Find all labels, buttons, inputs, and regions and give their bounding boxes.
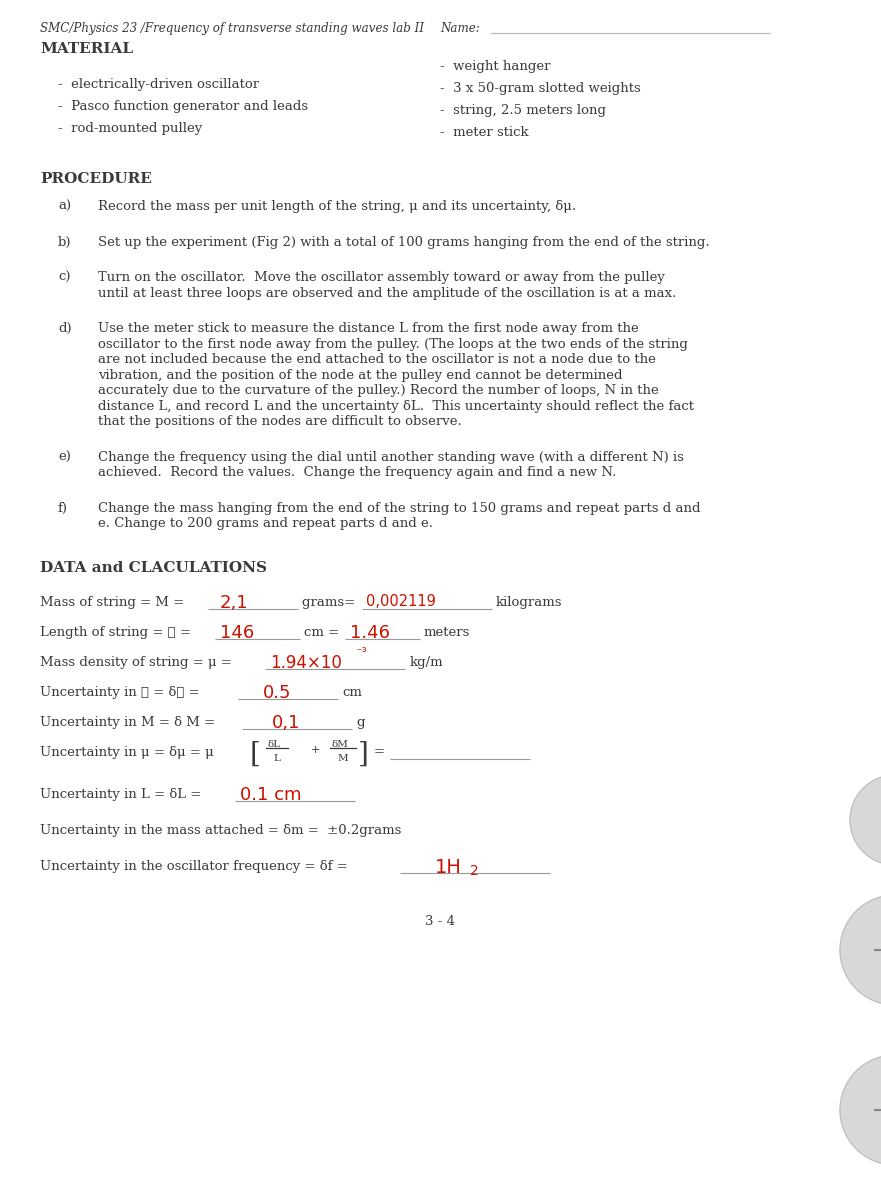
- Text: 0,002119: 0,002119: [366, 594, 436, 608]
- Text: Uncertainty in μ = δμ = μ: Uncertainty in μ = δμ = μ: [40, 745, 214, 758]
- Text: Uncertainty in L = δL =: Uncertainty in L = δL =: [40, 788, 205, 801]
- Text: b): b): [58, 235, 71, 248]
- Circle shape: [840, 896, 881, 1006]
- Text: 0.1 cm: 0.1 cm: [240, 786, 301, 803]
- Text: 1.94×10: 1.94×10: [270, 653, 342, 672]
- Text: ⁻³: ⁻³: [355, 646, 366, 659]
- Text: PROCEDURE: PROCEDURE: [40, 172, 152, 186]
- Text: Mass of string = M =: Mass of string = M =: [40, 595, 189, 608]
- Text: MATERIAL: MATERIAL: [40, 43, 133, 56]
- Text: 3 - 4: 3 - 4: [425, 914, 455, 927]
- Text: achieved.  Record the values.  Change the frequency again and find a new N.: achieved. Record the values. Change the …: [98, 466, 617, 479]
- Text: distance L, and record L and the uncertainty δL.  This uncertainty should reflec: distance L, and record L and the uncerta…: [98, 400, 694, 413]
- Text: until at least three loops are observed and the amplitude of the oscillation is : until at least three loops are observed …: [98, 286, 677, 299]
- Text: -  electrically-driven oscillator: - electrically-driven oscillator: [58, 78, 259, 91]
- Text: e. Change to 200 grams and repeat parts d and e.: e. Change to 200 grams and repeat parts …: [98, 517, 433, 530]
- Text: -  rod-mounted pulley: - rod-mounted pulley: [58, 122, 203, 135]
- Text: Use the meter stick to measure the distance L from the first node away from the: Use the meter stick to measure the dista…: [98, 322, 639, 335]
- Text: 2: 2: [470, 864, 478, 878]
- Text: kg/m: kg/m: [410, 655, 444, 668]
- Text: L: L: [273, 754, 280, 763]
- Text: -  string, 2.5 meters long: - string, 2.5 meters long: [440, 104, 606, 117]
- Text: c): c): [58, 271, 70, 284]
- Text: 1H: 1H: [435, 858, 462, 877]
- Text: cm =: cm =: [304, 626, 344, 639]
- Text: accurately due to the curvature of the pulley.) Record the number of loops, N in: accurately due to the curvature of the p…: [98, 384, 659, 397]
- Text: 1.46: 1.46: [350, 623, 390, 641]
- Text: Length of string = ℓ =: Length of string = ℓ =: [40, 626, 195, 639]
- Text: grams=: grams=: [302, 595, 359, 608]
- Text: M: M: [338, 754, 349, 763]
- Text: Set up the experiment (Fig 2) with a total of 100 grams hanging from the end of : Set up the experiment (Fig 2) with a tot…: [98, 235, 709, 248]
- Text: SMC/Physics 23 /Frequency of transverse standing waves lab II: SMC/Physics 23 /Frequency of transverse …: [40, 22, 424, 35]
- Text: a): a): [58, 200, 71, 213]
- Text: Uncertainty in the oscillator frequency = δf =: Uncertainty in the oscillator frequency …: [40, 860, 352, 873]
- Text: 146: 146: [220, 623, 255, 641]
- Text: cm: cm: [342, 685, 362, 698]
- Text: Uncertainty in M = δ M =: Uncertainty in M = δ M =: [40, 716, 219, 729]
- Text: -  weight hanger: - weight hanger: [440, 60, 551, 73]
- Text: [: [: [250, 741, 261, 768]
- Text: e): e): [58, 451, 70, 464]
- Text: that the positions of the nodes are difficult to observe.: that the positions of the nodes are diff…: [98, 415, 462, 428]
- Circle shape: [850, 775, 881, 865]
- Text: 0.5: 0.5: [263, 684, 292, 702]
- Text: Change the frequency using the dial until another standing wave (with a differen: Change the frequency using the dial unti…: [98, 451, 684, 464]
- Text: Change the mass hanging from the end of the string to 150 grams and repeat parts: Change the mass hanging from the end of …: [98, 502, 700, 515]
- Text: δL: δL: [268, 739, 281, 749]
- Text: -  meter stick: - meter stick: [440, 127, 529, 138]
- Text: DATA and CLACULATIONS: DATA and CLACULATIONS: [40, 561, 267, 575]
- Text: are not included because the end attached to the oscillator is not a node due to: are not included because the end attache…: [98, 353, 655, 366]
- Text: kilograms: kilograms: [496, 595, 562, 608]
- Text: Mass density of string = μ =: Mass density of string = μ =: [40, 655, 236, 668]
- Text: Record the mass per unit length of the string, μ and its uncertainty, δμ.: Record the mass per unit length of the s…: [98, 200, 576, 213]
- Text: Uncertainty in ℓ = δℓ =: Uncertainty in ℓ = δℓ =: [40, 685, 204, 698]
- Text: +: +: [311, 744, 321, 755]
- Text: vibration, and the position of the node at the pulley end cannot be determined: vibration, and the position of the node …: [98, 368, 623, 381]
- Text: d): d): [58, 322, 71, 335]
- Text: Uncertainty in the mass attached = δm =  ±0.2grams: Uncertainty in the mass attached = δm = …: [40, 823, 402, 836]
- Text: Name:: Name:: [440, 22, 480, 35]
- Text: 2,1: 2,1: [220, 594, 248, 612]
- Text: -  Pasco function generator and leads: - Pasco function generator and leads: [58, 101, 308, 114]
- Text: Turn on the oscillator.  Move the oscillator assembly toward or away from the pu: Turn on the oscillator. Move the oscilla…: [98, 271, 665, 284]
- Text: f): f): [58, 502, 68, 515]
- Text: =: =: [374, 745, 385, 758]
- Circle shape: [840, 1055, 881, 1165]
- Text: δM: δM: [332, 739, 349, 749]
- Text: oscillator to the first node away from the pulley. (The loops at the two ends of: oscillator to the first node away from t…: [98, 337, 688, 350]
- Text: meters: meters: [424, 626, 470, 639]
- Text: -  3 x 50-gram slotted weights: - 3 x 50-gram slotted weights: [440, 82, 640, 95]
- Text: ]: ]: [358, 741, 369, 768]
- Text: 0,1: 0,1: [272, 713, 300, 731]
- Text: g: g: [356, 716, 365, 729]
